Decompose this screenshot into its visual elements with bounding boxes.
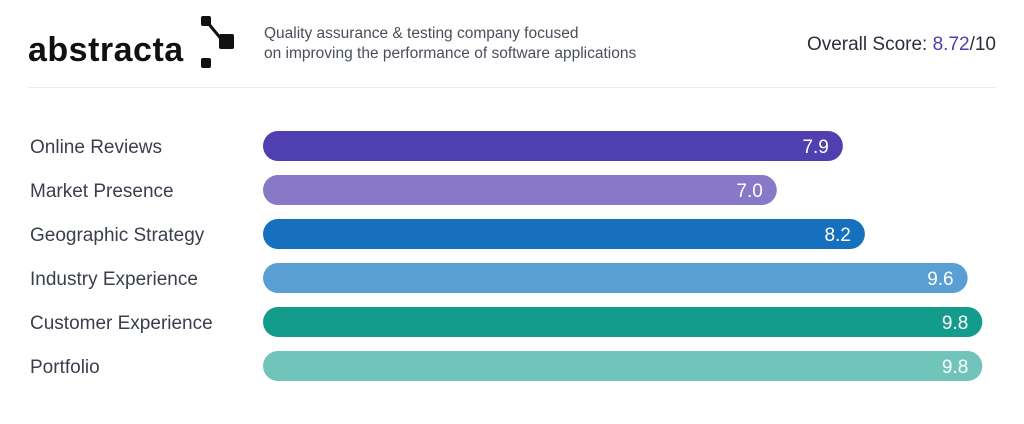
score-bar xyxy=(263,175,777,205)
category-label: Market Presence xyxy=(30,181,174,202)
score-bar xyxy=(263,263,968,293)
header-divider xyxy=(28,87,996,88)
bar-value-label: 9.6 xyxy=(927,269,953,290)
category-label: Customer Experience xyxy=(30,313,213,334)
logo-text: abstracta xyxy=(28,31,184,69)
company-tagline: Quality assurance & testing company focu… xyxy=(264,24,636,64)
category-label: Geographic Strategy xyxy=(30,225,205,246)
overall-score-label: Overall Score: xyxy=(806,34,928,55)
score-bar xyxy=(263,351,983,381)
overall-score-max: /10 xyxy=(969,34,996,55)
bar-value-label: 7.9 xyxy=(802,137,828,158)
bar-value-label: 8.2 xyxy=(824,225,850,246)
tagline-line-2: on improving the performance of software… xyxy=(264,45,637,62)
category-label: Online Reviews xyxy=(30,137,162,158)
category-label: Industry Experience xyxy=(30,269,198,290)
score-bar xyxy=(263,307,983,337)
score-bar xyxy=(263,219,865,249)
score-bar xyxy=(263,131,843,161)
header: abstracta Quality assurance & testing co… xyxy=(0,0,1024,88)
tagline-line-1: Quality assurance & testing company focu… xyxy=(264,25,579,42)
overall-score-value: 8.72 xyxy=(932,34,970,55)
bar-value-label: 9.8 xyxy=(942,313,968,334)
bar-value-label: 9.8 xyxy=(942,357,968,378)
overall-score: Overall Score: 8.72/10 xyxy=(807,34,996,56)
logo-mark-icon xyxy=(201,16,234,68)
category-label: Portfolio xyxy=(30,357,100,378)
bar-value-label: 7.0 xyxy=(736,181,762,202)
